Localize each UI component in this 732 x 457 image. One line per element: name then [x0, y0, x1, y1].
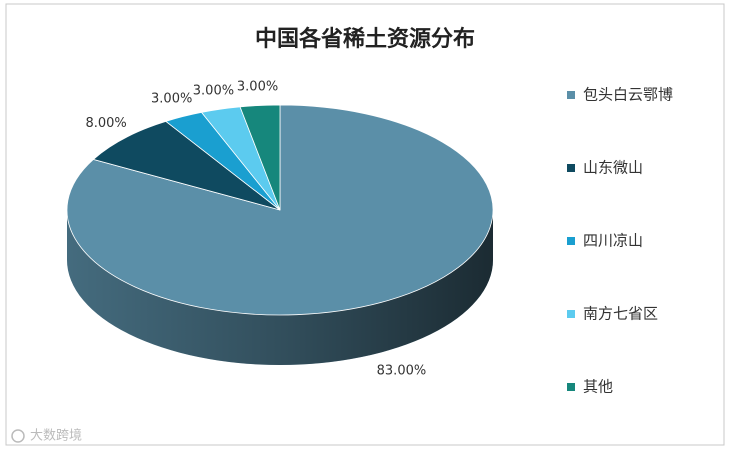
chart-title: 中国各省稀土资源分布: [255, 26, 475, 52]
legend-swatch: [567, 383, 575, 391]
watermark-icon: [11, 429, 25, 443]
legend-label: 南方七省区: [583, 305, 658, 323]
data-label: 83.00%: [377, 364, 427, 379]
legend-swatch: [567, 164, 575, 172]
data-label: 3.00%: [193, 84, 234, 99]
slice: [239, 104, 281, 211]
watermark: 大数跨境: [11, 429, 82, 444]
legend-label: 包头白云鄂博: [583, 86, 673, 104]
slice: [66, 104, 494, 316]
legend-label: 山东微山: [583, 159, 643, 177]
watermark-text: 大数跨境: [30, 429, 82, 444]
data-label: 3.00%: [151, 92, 192, 107]
data-label: 3.00%: [237, 79, 278, 94]
slice: [92, 120, 281, 211]
legend-swatch: [567, 310, 575, 318]
legend-swatch: [567, 91, 575, 99]
data-label: 8.00%: [85, 116, 126, 131]
side-shade: [67, 210, 493, 365]
legend-label: 其他: [583, 378, 613, 396]
legend-label: 四川凉山: [583, 232, 643, 250]
legend-swatch: [567, 237, 575, 245]
